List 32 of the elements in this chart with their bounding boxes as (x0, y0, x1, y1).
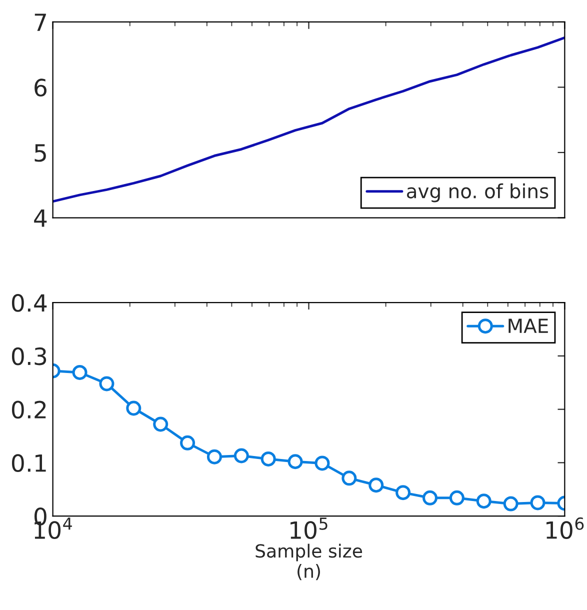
y-tick-label: 0.2 (12, 400, 46, 419)
point (342, 470, 357, 486)
legend-label: MAE (508, 318, 548, 333)
x-tick-label: 10$^{6}$ (546, 517, 584, 540)
point (126, 400, 142, 416)
legend-label: avg no. of bins (406, 183, 548, 202)
y-tick-label: 0.4 (12, 294, 47, 312)
y-tick-label: 0.3 (12, 347, 46, 366)
point (503, 496, 518, 512)
point (530, 495, 546, 510)
y-tick-label: 7 (34, 14, 46, 31)
y-tick-label: 5 (34, 144, 46, 162)
line-series (52, 36, 565, 203)
point (288, 454, 303, 470)
point (153, 416, 168, 432)
point (99, 376, 114, 392)
x-axis-title: Sample size (n) (256, 544, 362, 580)
y-tick-label: 4 (34, 210, 47, 227)
point (314, 456, 330, 471)
point (368, 478, 384, 493)
y-tick-label: 0.1 (12, 454, 46, 472)
point (180, 435, 196, 450)
x-tick-label: 10$^{5}$ (290, 518, 328, 540)
point (206, 449, 222, 464)
y-tick-label: 6 (34, 78, 46, 97)
point (449, 490, 464, 506)
point (396, 485, 411, 500)
point (422, 490, 438, 506)
point (260, 451, 276, 466)
point (72, 364, 88, 380)
point (234, 448, 249, 464)
point (476, 494, 492, 509)
